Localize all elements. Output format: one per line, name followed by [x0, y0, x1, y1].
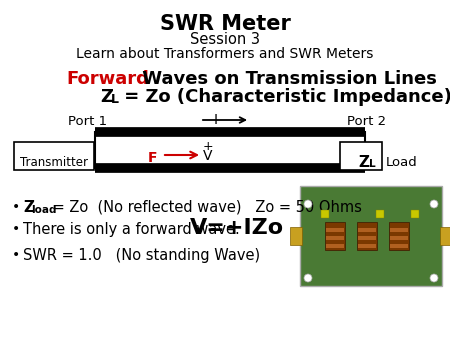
Text: •: • — [12, 222, 20, 236]
Bar — [390, 236, 408, 240]
Text: Z: Z — [358, 155, 369, 170]
Bar — [321, 210, 329, 218]
Text: -: - — [206, 161, 210, 174]
Text: Waves on Transmission Lines: Waves on Transmission Lines — [136, 70, 437, 88]
Text: +: + — [202, 140, 213, 153]
Text: L: L — [111, 93, 119, 106]
Text: I: I — [214, 113, 218, 127]
Bar — [358, 236, 376, 240]
Text: F: F — [148, 151, 158, 165]
Bar — [326, 244, 344, 248]
Text: = Zo  (No reflected wave)   Zo = 50 Ohms: = Zo (No reflected wave) Zo = 50 Ohms — [48, 200, 362, 215]
Bar — [358, 228, 376, 232]
Text: V: V — [203, 149, 213, 163]
Circle shape — [304, 274, 312, 282]
Text: There is only a forward wave.: There is only a forward wave. — [23, 222, 244, 237]
Text: Forward: Forward — [66, 70, 149, 88]
Text: Z: Z — [100, 88, 113, 106]
Circle shape — [430, 200, 438, 208]
Bar — [326, 236, 344, 240]
Bar — [290, 227, 302, 245]
Text: = Zo (Characteristic Impedance): = Zo (Characteristic Impedance) — [118, 88, 450, 106]
Bar — [357, 222, 377, 250]
Circle shape — [430, 274, 438, 282]
Bar — [440, 227, 450, 245]
Bar — [300, 186, 442, 286]
Bar — [325, 222, 345, 250]
Text: SWR Meter: SWR Meter — [160, 14, 290, 34]
Bar — [358, 244, 376, 248]
Bar — [376, 210, 384, 218]
Text: V=+IZo: V=+IZo — [190, 218, 284, 238]
Circle shape — [304, 200, 312, 208]
Bar — [14, 142, 94, 170]
Bar — [390, 228, 408, 232]
Text: Port 2: Port 2 — [347, 115, 386, 128]
Text: load: load — [31, 205, 57, 215]
Text: •: • — [12, 200, 20, 214]
Text: L: L — [369, 159, 376, 169]
Text: Transmitter: Transmitter — [20, 156, 88, 169]
Text: Learn about Transformers and SWR Meters: Learn about Transformers and SWR Meters — [76, 47, 373, 61]
Text: Session 3: Session 3 — [190, 32, 260, 47]
Bar — [389, 222, 409, 250]
Bar — [326, 228, 344, 232]
Bar — [340, 142, 382, 170]
Text: SWR = 1.0   (No standing Wave): SWR = 1.0 (No standing Wave) — [23, 248, 260, 263]
Text: Port 1: Port 1 — [68, 115, 107, 128]
Text: •: • — [12, 248, 20, 262]
Bar — [390, 244, 408, 248]
Text: Z: Z — [23, 200, 34, 215]
Bar — [411, 210, 419, 218]
Text: Load: Load — [386, 156, 418, 169]
